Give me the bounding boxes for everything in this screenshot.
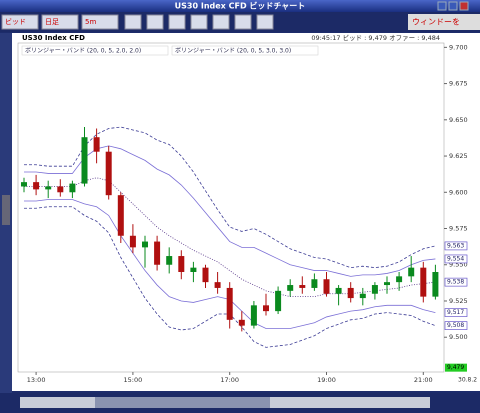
y-tick-label: 9.575 [449,225,468,233]
candle-body [117,195,124,236]
price-label-box [444,308,468,317]
y-tick-label: 9.500 [449,333,468,341]
price-label: 9,563 [447,242,464,249]
band-upper [24,145,436,277]
price-label-box [444,321,468,330]
candle-body [166,256,173,265]
close-button[interactable] [459,1,469,11]
candle-body [238,319,245,326]
candle-body [335,287,342,294]
x-tick-label: 19:00 [317,376,336,384]
toolbar-dropdown-label: ビッド [5,17,26,26]
date-label: 30.8.2 [458,377,477,384]
candle-body [287,285,294,291]
title-bar [0,0,480,12]
candle-body [129,235,136,248]
candle-body [45,186,52,190]
scroll-thumb[interactable] [95,397,270,408]
window-menu-label: ウィンドーを [412,18,460,27]
price-label: 9,538 [447,279,464,286]
candle-body [69,183,76,193]
band-upper [24,126,436,269]
price-label: 9,554 [447,255,464,262]
y-tick-label: 9.625 [449,152,468,160]
candle-body [275,290,282,312]
toolbar-dropdown-label: 5m [85,18,96,26]
candle-body [21,182,27,187]
last-price-label: 9,479 [447,364,464,371]
toolbar-button[interactable] [146,14,164,30]
indicator-label: ボリンジャー・バンド (20, 0, 5, 3.0, 3.0) [175,47,291,55]
maximize-button[interactable] [448,1,458,11]
x-tick-label: 15:00 [124,376,143,384]
last-price-box [445,363,467,372]
candle-body [33,182,40,190]
toolbar-dropdown-label: 日足 [45,18,59,26]
x-tick-label: 13:00 [27,376,46,384]
chart-title: US30 Index CFD [22,34,85,42]
candle-body [408,267,415,277]
toolbar-dropdown[interactable] [81,14,119,30]
candle-body [371,285,378,294]
side-tab[interactable] [2,195,10,225]
candle-body [384,282,390,286]
candle-body [250,305,257,326]
y-tick-label: 9.525 [449,297,468,305]
toolbar-button[interactable] [190,14,208,30]
indicator-box [171,45,319,56]
quote-info: 09:45:17 ビッド : 9,479 オファー : 9,484 [311,33,440,42]
candle-body [432,271,439,297]
candle-body [359,293,366,299]
plot-area [17,42,445,373]
y-tick-label: 9.675 [449,80,468,88]
price-label-box [444,241,468,251]
minimize-button[interactable] [437,1,447,11]
candle-body [202,267,209,283]
price-label: 9,508 [447,322,464,329]
candle-body [93,137,100,152]
candle-body [263,305,269,312]
candle-body [396,276,403,283]
candle-body [323,279,330,294]
price-label-box [444,277,468,287]
toolbar-button[interactable] [212,14,230,30]
x-tick-label: 17:00 [220,376,239,384]
candle-body [214,282,221,288]
candle-body [154,241,161,265]
indicator-box [21,45,169,56]
toolbar-button[interactable] [168,14,186,30]
candle-body [420,267,427,297]
y-tick-label: 9.550 [449,261,468,269]
candle-body [142,241,148,248]
candle-body [105,151,112,196]
band-middle [24,177,436,298]
y-tick-label: 9.700 [449,43,468,51]
candle-body [299,285,306,288]
window-menu[interactable] [408,14,480,30]
candle-body [57,186,64,193]
x-tick-label: 21:00 [414,376,433,384]
toolbar-button[interactable] [124,14,142,30]
candle-body [226,287,233,320]
y-tick-label: 9.600 [449,188,468,196]
candle-body [311,279,318,288]
y-tick-label: 9.650 [449,116,468,124]
price-label: 9,517 [447,309,464,316]
candle-body [347,287,354,299]
candle-body [190,267,197,272]
toolbar-dropdown[interactable] [41,14,79,30]
indicator-label: ボリンジャー・バンド (20, 0, 5, 2.0, 2.0) [25,47,141,55]
candle-body [81,137,88,184]
toolbar-button[interactable] [256,14,274,30]
toolbar-dropdown[interactable] [1,14,39,30]
window-title: US30 Index CFD ビッドチャート [175,1,306,11]
toolbar-button[interactable] [234,14,252,30]
candle-body [178,256,185,272]
price-label-box [444,254,468,264]
